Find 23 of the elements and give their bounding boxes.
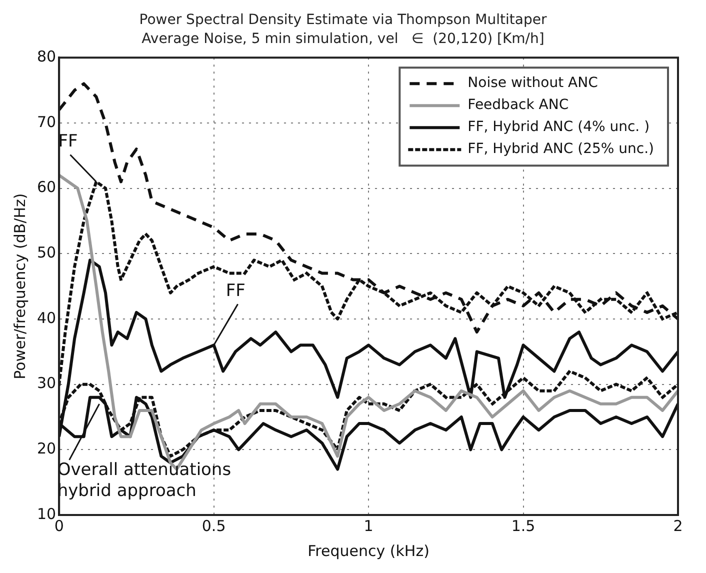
legend-label: FF, Hybrid ANC (4% unc. ) (468, 119, 650, 136)
x-tick-label: 0.5 (202, 516, 226, 535)
annotation: FF (58, 132, 78, 152)
legend-label: Noise without ANC (468, 75, 598, 92)
y-tick-label: 30 (36, 374, 56, 392)
chart-title: Power Spectral Density Estimate via Thompson Multitaper (139, 12, 547, 28)
y-tick-label: 70 (36, 112, 56, 131)
y-tick-label: 20 (36, 440, 56, 458)
x-tick-label: 0 (54, 516, 64, 535)
x-axis-title: Frequency (kHz) (308, 542, 430, 560)
y-tick-label: 80 (36, 47, 56, 66)
x-tick-label: 1 (364, 516, 374, 535)
chart-subtitle: Average Noise, 5 min simulation, vel ∈ (20,120) [Km/h] (142, 30, 544, 47)
legend-label: FF, Hybrid ANC (25% unc.) (468, 141, 654, 158)
y-tick-label: 60 (36, 178, 56, 196)
legend-label: Feedback ANC (468, 97, 569, 114)
y-tick-label: 40 (36, 308, 56, 327)
annotation: FF (226, 281, 246, 302)
y-tick-label: 10 (36, 504, 56, 523)
y-tick-label: 50 (36, 244, 56, 262)
x-tick-label: 1.5 (511, 516, 536, 535)
y-axis-title: Power/frequency (dB/Hz) (10, 193, 29, 380)
x-tick-label: 2 (673, 516, 683, 535)
